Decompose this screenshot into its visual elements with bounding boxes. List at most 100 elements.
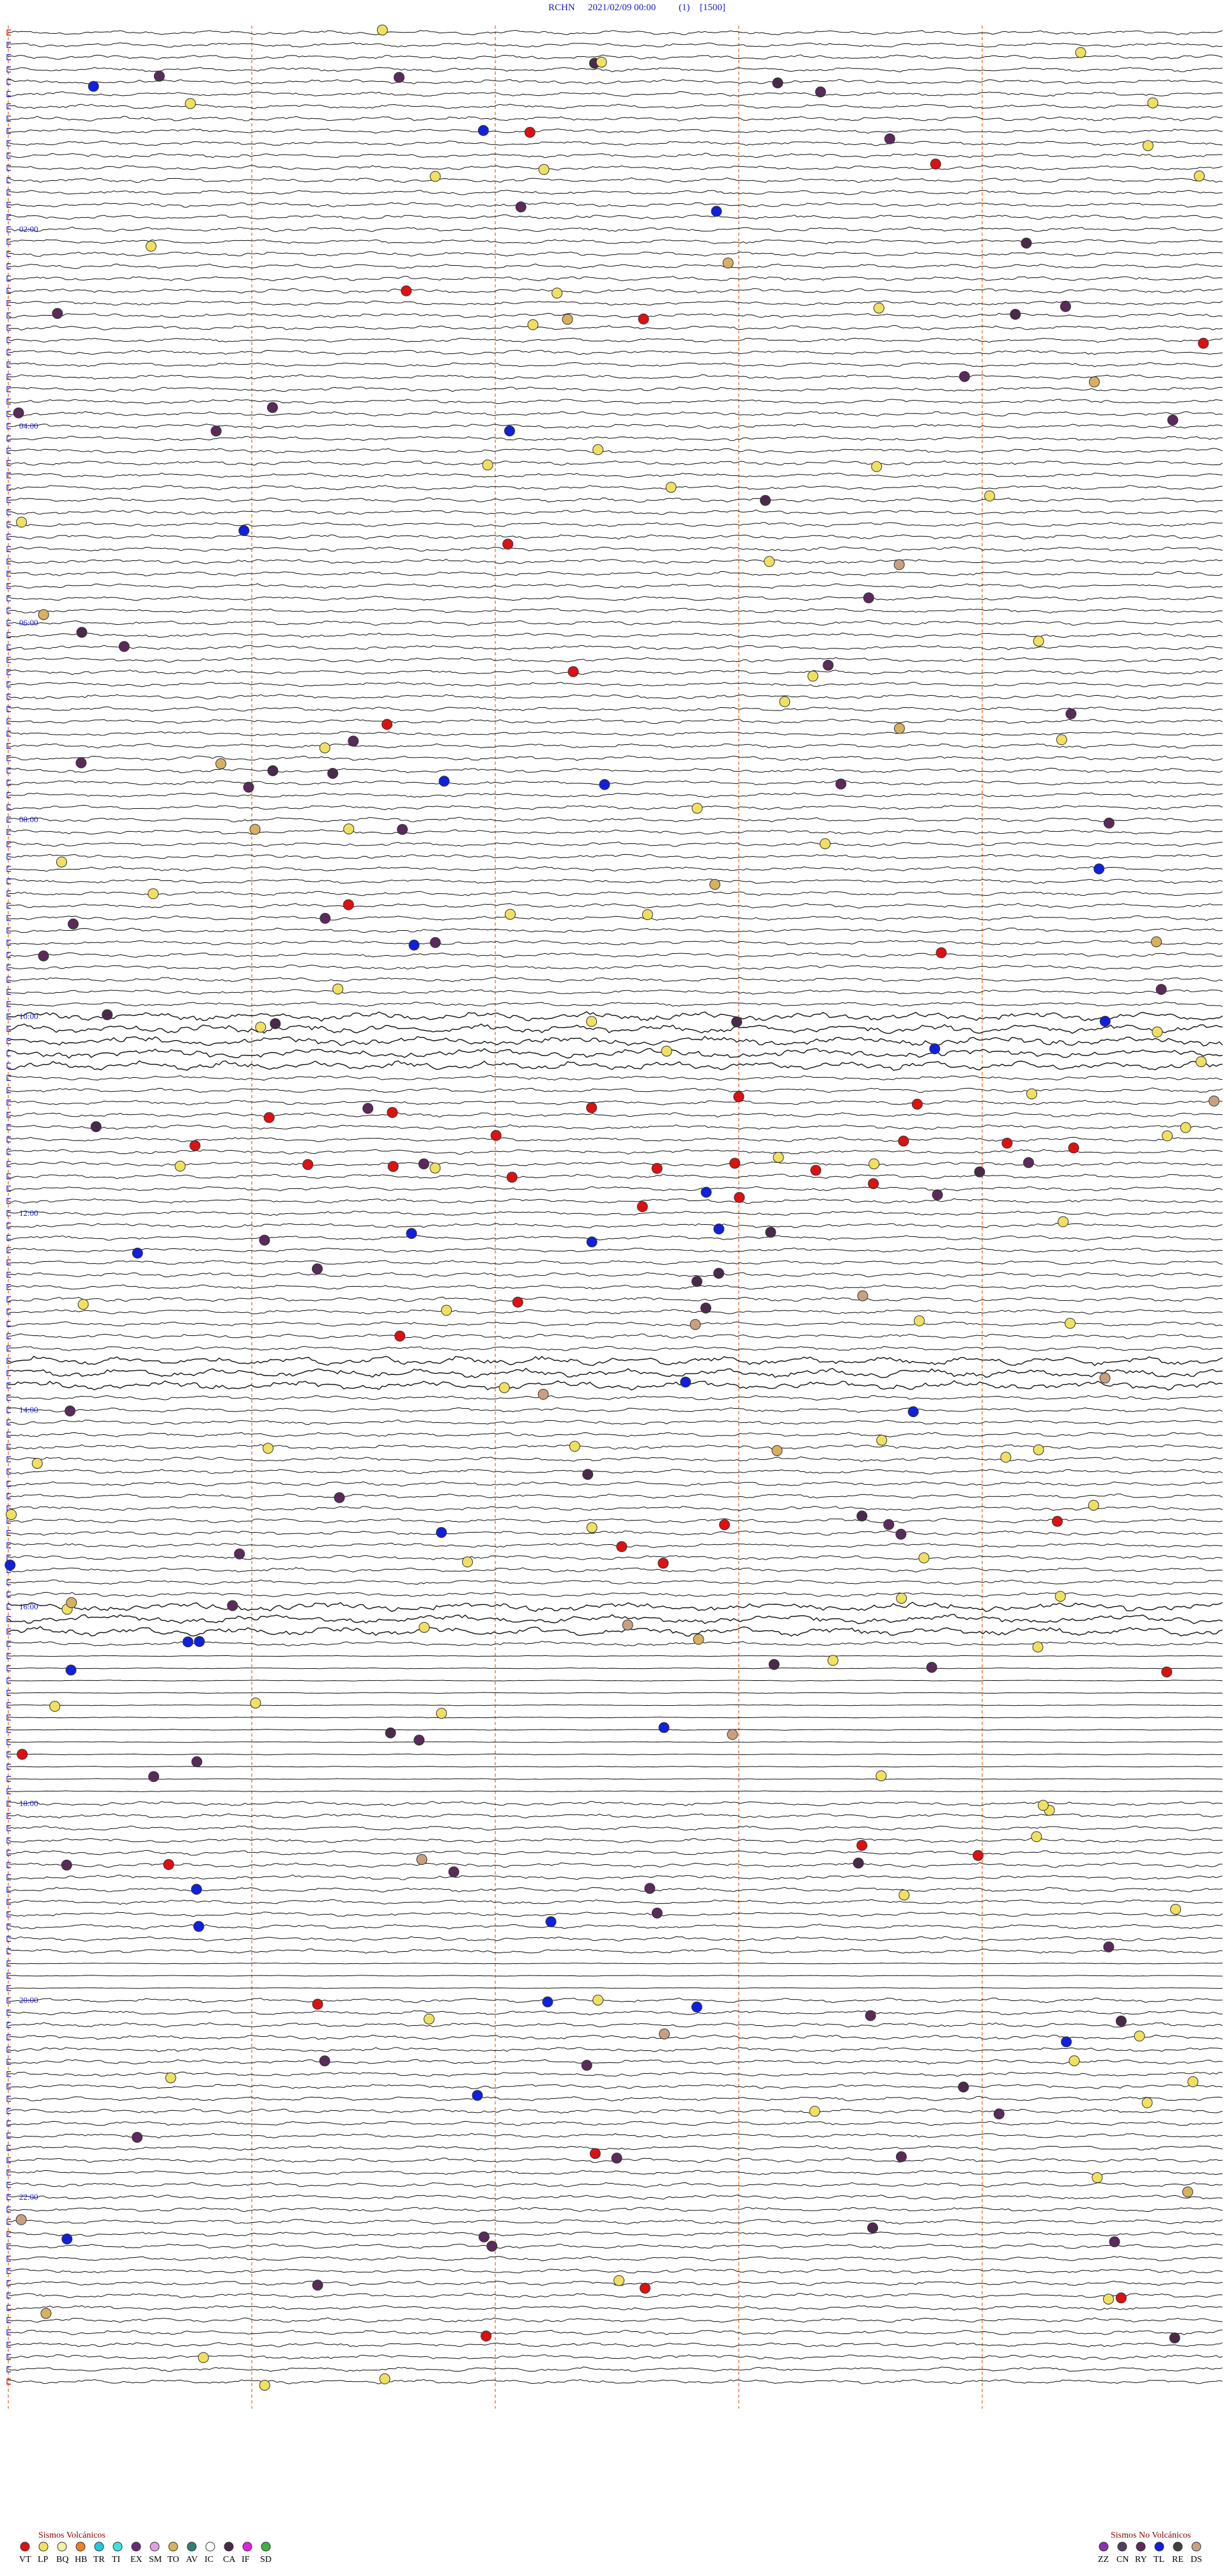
event-marker — [868, 1158, 880, 1170]
event-marker — [734, 1192, 745, 1203]
event-marker — [1170, 1904, 1182, 1915]
event-marker — [61, 1859, 72, 1871]
trace-bracket — [6, 1001, 11, 1008]
event-marker — [1099, 1372, 1111, 1384]
trace — [8, 1729, 1223, 1731]
event-marker — [819, 838, 831, 850]
event-marker — [713, 1223, 725, 1235]
trace — [8, 1223, 1223, 1229]
event-marker — [538, 164, 550, 175]
trace-bracket — [6, 1788, 11, 1795]
event-marker — [77, 1299, 89, 1310]
trace-bracket — [6, 1887, 11, 1893]
trace-bracket — [6, 755, 11, 762]
trace — [8, 337, 1223, 343]
trace — [8, 1975, 1223, 1977]
trace — [8, 1692, 1223, 1694]
trace-bracket — [6, 1431, 11, 1438]
trace — [8, 1112, 1223, 1118]
legend-swatch — [57, 2542, 67, 2552]
trace-bracket — [6, 1407, 11, 1413]
event-marker — [581, 2060, 592, 2071]
event-marker — [835, 778, 847, 790]
event-marker — [382, 719, 393, 730]
event-marker — [332, 983, 344, 995]
trace-bracket — [6, 1850, 11, 1856]
trace — [8, 1591, 1223, 1597]
event-marker — [6, 1509, 17, 1521]
event-marker — [312, 2280, 323, 2291]
trace — [8, 767, 1223, 774]
event-marker — [394, 72, 405, 83]
trace-bracket — [6, 1825, 11, 1832]
event-marker — [729, 1158, 741, 1169]
trace — [8, 2145, 1223, 2151]
event-marker — [822, 659, 834, 671]
trace — [8, 66, 1223, 73]
event-marker — [65, 1406, 76, 1416]
trace-bracket — [6, 374, 11, 380]
trace-bracket — [6, 2108, 11, 2114]
event-marker — [478, 2231, 490, 2242]
event-marker — [502, 539, 514, 550]
event-marker — [1092, 2172, 1103, 2183]
trace — [8, 399, 1223, 404]
event-marker — [438, 776, 450, 787]
trace-bracket — [6, 1222, 11, 1229]
trace — [8, 472, 1223, 479]
trace-bracket — [6, 325, 11, 331]
trace-bracket — [6, 632, 11, 638]
event-marker — [865, 2010, 876, 2021]
event-marker — [102, 1009, 113, 1020]
channel: (1) — [679, 3, 690, 13]
trace — [8, 153, 1223, 158]
event-marker — [616, 1541, 628, 1552]
event-marker — [255, 1022, 266, 1033]
event-marker — [234, 1548, 245, 1560]
trace — [8, 1100, 1223, 1105]
event-marker — [1141, 2097, 1153, 2108]
hour-label: 08:00 — [19, 815, 38, 824]
event-marker — [250, 1698, 261, 1709]
event-marker — [319, 742, 330, 754]
trace-bracket — [6, 312, 11, 319]
hour-label: 12:00 — [19, 1208, 38, 1218]
event-marker — [429, 937, 441, 948]
trace-bracket — [6, 2009, 11, 2016]
trace — [8, 1813, 1223, 1819]
event-marker — [148, 888, 159, 900]
event-marker — [1023, 1157, 1034, 1169]
trace-bracket — [6, 1444, 11, 1450]
event-marker — [1058, 1216, 1069, 1227]
trace — [8, 1161, 1223, 1167]
trace — [8, 1641, 1223, 1647]
event-marker — [700, 1302, 711, 1314]
trace-bracket — [6, 2317, 11, 2324]
trace-bracket — [6, 2342, 11, 2348]
legend-swatch — [131, 2542, 141, 2552]
trace — [8, 841, 1223, 847]
event-marker — [429, 171, 441, 182]
trace-bracket — [6, 521, 11, 528]
trace-bracket — [6, 1124, 11, 1130]
trace — [8, 1380, 1223, 1391]
trace-bracket — [6, 1198, 11, 1204]
trace — [8, 1837, 1223, 1843]
trace — [8, 1198, 1223, 1204]
trace — [8, 1997, 1223, 2004]
datetime: 2021/02/09 00:00 — [588, 3, 656, 13]
trace-bracket — [6, 1493, 11, 1499]
trace-bracket — [6, 2120, 11, 2127]
legend-code: VT — [19, 2555, 31, 2564]
event-marker — [163, 1859, 174, 1870]
trace — [8, 448, 1223, 454]
event-marker — [191, 1756, 203, 1767]
trace-bracket — [6, 1370, 11, 1376]
trace — [8, 288, 1223, 294]
trace-bracket — [6, 915, 11, 921]
event-marker — [932, 1189, 943, 1200]
event-marker — [764, 556, 775, 567]
trace — [8, 829, 1223, 835]
event-marker — [413, 1735, 425, 1746]
event-marker — [527, 319, 539, 330]
